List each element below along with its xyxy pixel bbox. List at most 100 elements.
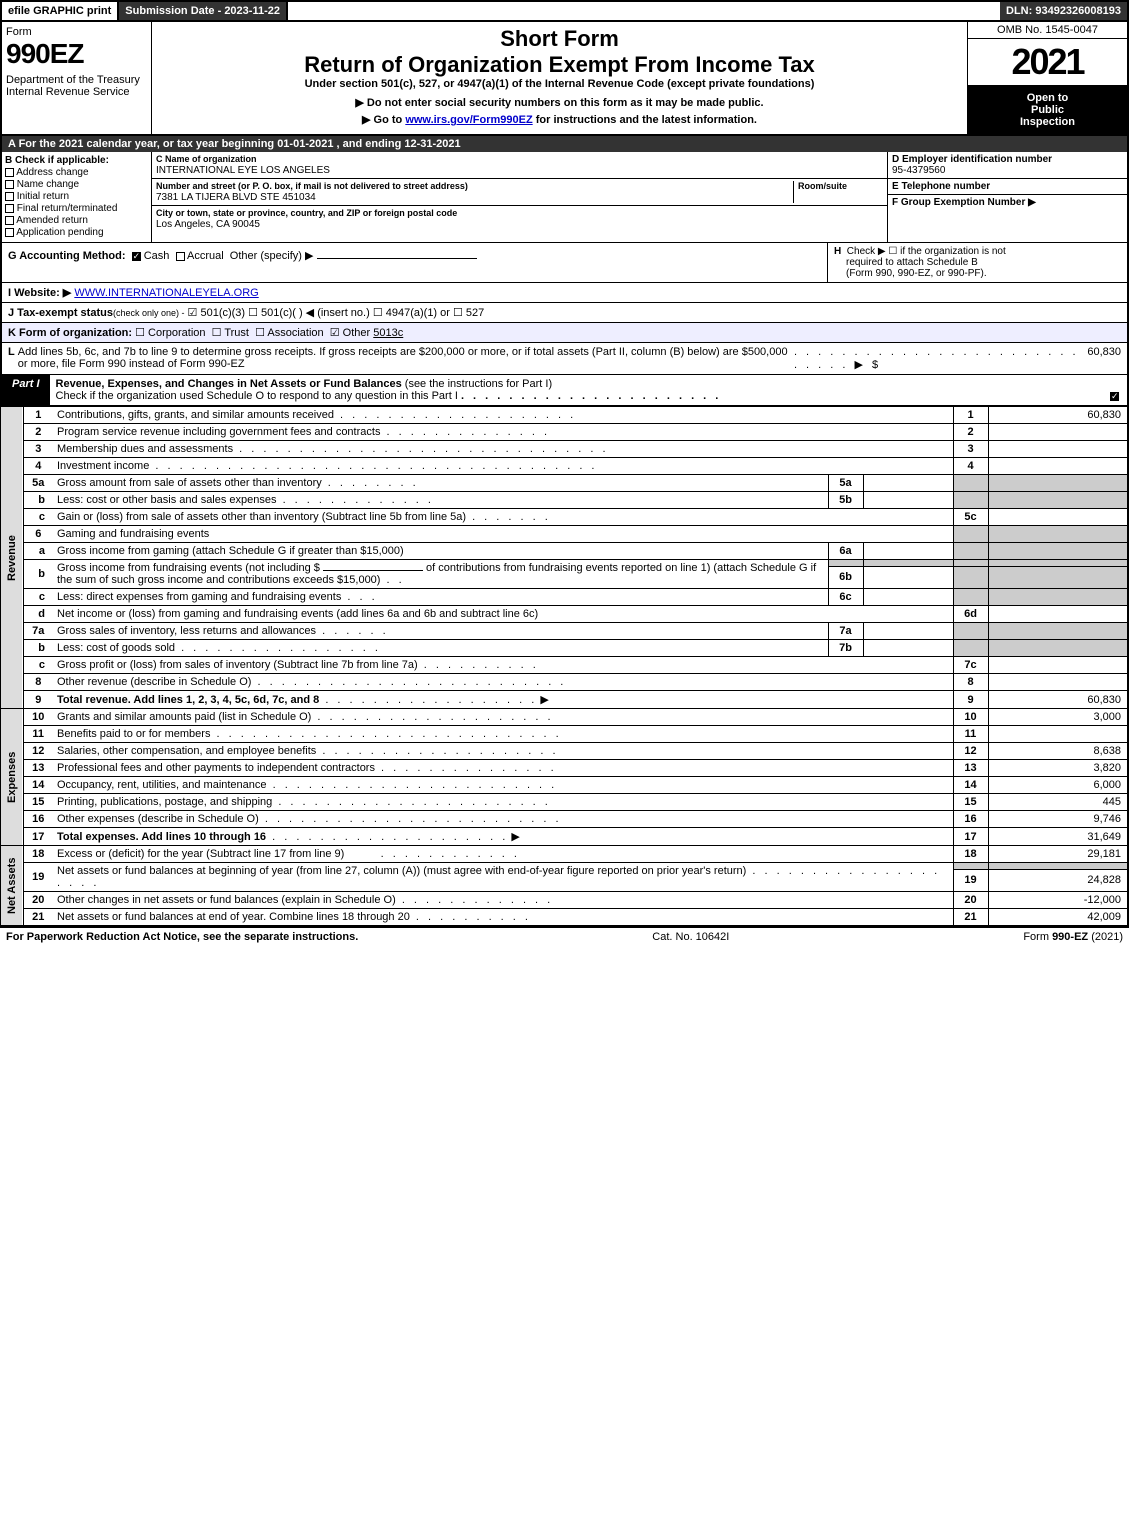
l6d-val [988,606,1128,623]
row-5b: b Less: cost or other basis and sales ex… [1,492,1128,509]
part-i-title-text: Revenue, Expenses, and Changes in Net As… [56,378,402,390]
part-i-schedule-o-checkbox[interactable] [1110,392,1119,401]
section-d: D Employer identification number 95-4379… [888,152,1127,179]
header-right: OMB No. 1545-0047 2021 Open to Public In… [967,22,1127,134]
irs-link[interactable]: www.irs.gov/Form990EZ [405,114,532,126]
row-13: 13 Professional fees and other payments … [1,760,1128,777]
department-label: Department of the Treasury Internal Reve… [6,74,147,98]
cb-initial-return[interactable]: Initial return [5,191,148,202]
l7a-greyval [988,623,1128,640]
efile-label[interactable]: efile GRAPHIC print [2,2,119,20]
row-6b: b Gross income from fundraising events (… [1,560,1128,567]
l5c-num: c [23,509,53,526]
row-4: 4 Investment income . . . . . . . . . . … [1,458,1128,475]
row-9: 9 Total revenue. Add lines 1, 2, 3, 4, 5… [1,691,1128,709]
l19-greybox [953,863,988,870]
c-street-row: Number and street (or P. O. box, if mail… [152,179,887,206]
l16-desc: Other expenses (describe in Schedule O) … [53,811,953,828]
part-i-label: Part I [2,375,50,405]
goto-text: ▶ Go to www.irs.gov/Form990EZ for instru… [156,113,963,126]
l14-desc: Occupancy, rent, utilities, and maintena… [53,777,953,794]
l7a-greybox [953,623,988,640]
form-number: 990EZ [6,38,147,70]
cb-final-return[interactable]: Final return/terminated [5,203,148,214]
short-form-title: Short Form [156,26,963,52]
ein-value: 95-4379560 [892,165,945,176]
l5b-sub: 5b [828,492,863,509]
l6b2-greybox [953,566,988,588]
l6b-desc: Gross income from fundraising events (no… [53,560,828,589]
l16-box: 16 [953,811,988,828]
l7a-desc: Gross sales of inventory, less returns a… [53,623,828,640]
org-name: INTERNATIONAL EYE LOS ANGELES [156,165,330,176]
revenue-side-label: Revenue [1,407,23,709]
l16-num: 16 [23,811,53,828]
l20-num: 20 [23,892,53,909]
l17-val: 31,649 [988,828,1128,846]
l17-desc: Total expenses. Add lines 10 through 16 … [53,828,953,846]
l8-val [988,674,1128,691]
l7a-subval [863,623,953,640]
cb-amended-return-label: Amended return [16,215,88,226]
form-header: Form 990EZ Department of the Treasury In… [0,22,1129,136]
footer-mid: Cat. No. 10642I [652,931,729,943]
l6b-subval [863,566,953,588]
l7c-box: 7c [953,657,988,674]
l5a-subval [863,475,953,492]
row-18: Net Assets 18 Excess or (deficit) for th… [1,846,1128,863]
l12-num: 12 [23,743,53,760]
row-16: 16 Other expenses (describe in Schedule … [1,811,1128,828]
l13-box: 13 [953,760,988,777]
row-12: 12 Salaries, other compensation, and emp… [1,743,1128,760]
k-label: K Form of organization: [8,327,132,339]
l6b-num: b [23,560,53,589]
l6b-desc1: Gross income from fundraising events (no… [57,562,320,574]
l11-val [988,726,1128,743]
cb-accrual[interactable] [176,252,185,261]
l1-desc: Contributions, gifts, grants, and simila… [53,407,953,424]
submission-date: Submission Date - 2023-11-22 [119,2,288,20]
l10-val: 3,000 [988,709,1128,726]
l7b-subval [863,640,953,657]
c-room-label: Room/suite [798,181,847,191]
section-i: I Website: ▶ WWW.INTERNATIONALEYELA.ORG [0,283,1129,303]
l6d-desc: Net income or (loss) from gaming and fun… [53,606,953,623]
l10-desc: Grants and similar amounts paid (list in… [53,709,953,726]
org-street: 7381 LA TIJERA BLVD STE 451034 [156,192,316,203]
row-20: 20 Other changes in net assets or fund b… [1,892,1128,909]
g-other: Other (specify) ▶ [230,250,314,262]
l7b-greyval [988,640,1128,657]
l6b-grey3 [953,560,988,567]
l6-greybox [953,526,988,543]
l9-desc: Total revenue. Add lines 1, 2, 3, 4, 5c,… [53,691,953,709]
e-label: E Telephone number [892,181,990,192]
l3-val [988,441,1128,458]
row-7c: c Gross profit or (loss) from sales of i… [1,657,1128,674]
l6c-greybox [953,589,988,606]
cb-address-change[interactable]: Address change [5,167,148,178]
cb-name-change[interactable]: Name change [5,179,148,190]
cb-amended-return[interactable]: Amended return [5,215,148,226]
l6b-blank [323,570,423,571]
l21-desc: Net assets or fund balances at end of ye… [53,909,953,926]
row-7a: 7a Gross sales of inventory, less return… [1,623,1128,640]
l20-val: -12,000 [988,892,1128,909]
cb-final-return-label: Final return/terminated [17,203,118,214]
l5a-num: 5a [23,475,53,492]
section-e: E Telephone number [888,179,1127,195]
section-l: L Add lines 5b, 6c, and 7b to line 9 to … [0,343,1129,375]
l2-desc: Program service revenue including govern… [53,424,953,441]
l6c-sub: 6c [828,589,863,606]
section-def: D Employer identification number 95-4379… [887,152,1127,242]
l7c-val [988,657,1128,674]
l15-box: 15 [953,794,988,811]
website-link[interactable]: WWW.INTERNATIONALEYELA.ORG [74,287,258,299]
part-i-checkbox-cell [1102,387,1127,405]
section-b-label: B Check if applicable: [5,155,109,166]
cb-application-pending[interactable]: Application pending [5,227,148,238]
c-name-label: C Name of organization [156,154,257,164]
l19-val: 24,828 [988,869,1128,891]
part-i-dots: . . . . . . . . . . . . . . . . . . . . … [461,390,721,402]
l7c-num: c [23,657,53,674]
cb-cash[interactable] [132,252,141,261]
